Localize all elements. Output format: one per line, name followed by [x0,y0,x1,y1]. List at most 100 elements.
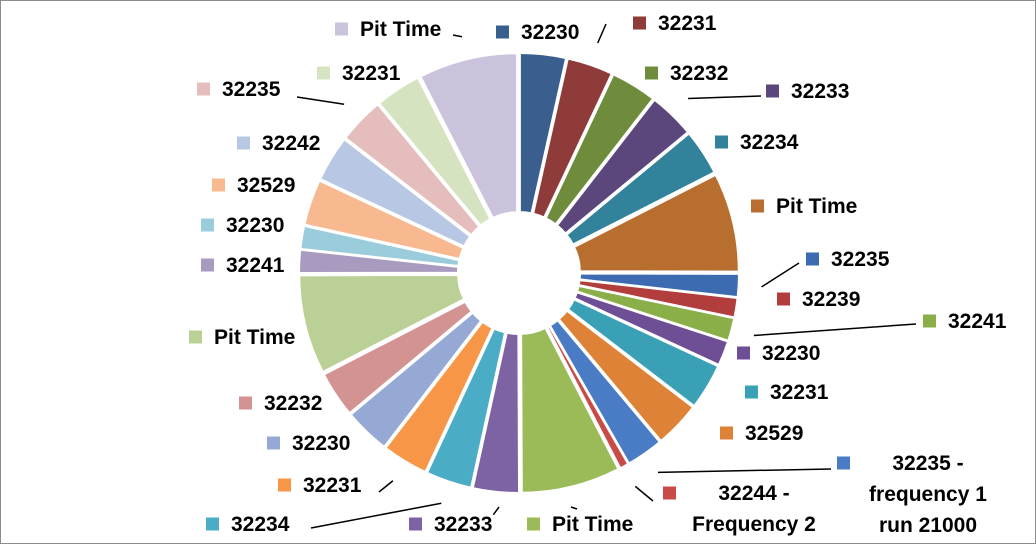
data-label-21: Pit Time [189,326,295,349]
leader-line-26 [296,96,345,106]
legend-key-8 [777,292,790,306]
legend-key-7 [806,252,819,266]
legend-key-13 [837,456,850,470]
leader-line-9 [753,323,917,337]
legend-key-22 [201,258,214,272]
data-label-23: 32230 [201,214,284,237]
data-label-text-13: 32235 -frequency 1 run 21000 [869,452,987,537]
data-labels: 32230 32231 32232 32233 32234 Pit Time 32235 32… [189,12,1007,537]
legend-key-20 [239,396,252,410]
data-label-3: 32232 [645,62,728,85]
data-label-24: 32529 [212,174,295,197]
legend-key-11 [745,385,758,399]
data-label-text-19: 32230 [292,432,350,455]
legend-key-1 [496,25,509,39]
data-label-text-17: 32234 [231,513,290,536]
leader-line-28 [452,34,463,38]
data-label-5: 32234 [715,131,799,154]
data-label-text-12: 32529 [745,422,803,445]
legend-key-25 [237,136,250,150]
data-label-text-15: Pit Time [552,513,633,536]
legend-key-17 [206,517,219,531]
pie-slice-1 [518,52,568,215]
data-label-9: 32241 [923,310,1007,333]
pie-slice-3 [544,73,655,226]
data-label-text-21: Pit Time [214,326,295,349]
data-label-text-22: 32241 [226,254,285,277]
data-label-22: 32241 [201,254,285,277]
data-label-15: Pit Time [527,513,633,536]
data-label-1: 32230 [496,21,579,44]
legend-key-5 [715,135,728,149]
legend-key-15 [527,517,540,531]
legend-key-3 [645,66,658,80]
data-label-text-18: 32231 [303,474,362,497]
legend-key-26 [197,82,210,96]
legend-key-4 [766,84,779,98]
data-label-7: 32235 [806,248,890,271]
pie-slice-24 [303,179,465,261]
pie-slice-26 [344,102,481,237]
data-label-13: 32235 -frequency 1 run 21000 [837,452,987,537]
legend-key-21 [189,330,202,344]
legend-key-23 [201,218,214,232]
pie-slice-28 [419,52,519,220]
leader-line-17 [310,502,442,529]
data-label-26: 32235 [197,78,281,101]
data-label-text-8: 32239 [802,288,860,311]
pie-slice-14 [545,324,630,470]
legend-key-27 [317,66,330,80]
data-label-text-28: Pit Time [360,18,441,41]
data-label-text-16: 32233 [434,513,492,536]
pie-slice-10 [573,291,730,367]
pie-slice-18 [384,320,494,474]
data-label-text-9: 32241 [948,310,1007,333]
pie-slice-23 [299,224,461,268]
legend-key-12 [720,426,733,440]
pie-slice-27 [377,76,492,227]
data-label-16: 32233 [409,513,492,536]
pie-slice-6 [572,173,740,273]
data-label-17: 32234 [206,513,290,536]
data-label-8: 32239 [777,288,860,311]
data-label-text-10: 32230 [762,342,820,365]
legend-key-2 [633,16,646,30]
data-label-28: Pit Time [335,18,441,41]
leader-lines [296,23,917,529]
data-label-text-4: 32233 [791,80,849,103]
data-label-2: 32231 [633,12,717,35]
leader-line-7 [761,262,800,288]
data-label-10: 32230 [737,342,820,365]
data-label-text-26: 32235 [222,78,281,101]
pie-slice-20 [322,300,474,415]
pie-slice-12 [557,309,695,443]
data-label-text-2: 32231 [658,12,717,35]
pie-slice-2 [531,57,614,219]
data-label-text-5: 32234 [740,131,799,154]
data-label-4: 32233 [766,80,849,103]
pie-slice-5 [565,132,716,246]
pie-slice-25 [318,137,472,248]
legend-key-9 [923,314,936,328]
data-label-27: 32231 [317,62,401,85]
pie-slice-21 [298,274,466,374]
leader-line-13 [657,468,832,474]
data-label-11: 32231 [745,381,829,404]
leader-line-18 [378,480,394,493]
data-label-text-20: 32232 [264,392,322,415]
leader-line-14 [634,485,654,502]
data-label-text-6: Pit Time [776,195,857,218]
data-label-20: 32232 [239,392,322,415]
data-label-text-14: 32244 -Frequency 2 [692,482,816,536]
leader-line-16 [492,506,500,516]
data-label-12: 32529 [720,422,803,445]
data-label-text-11: 32231 [770,381,829,404]
legend-key-14 [663,486,676,500]
legend-key-6 [751,199,764,213]
data-label-text-25: 32242 [262,132,320,155]
pie-slice-15 [520,326,620,494]
data-label-text-7: 32235 [831,248,890,271]
legend-key-28 [335,22,348,36]
